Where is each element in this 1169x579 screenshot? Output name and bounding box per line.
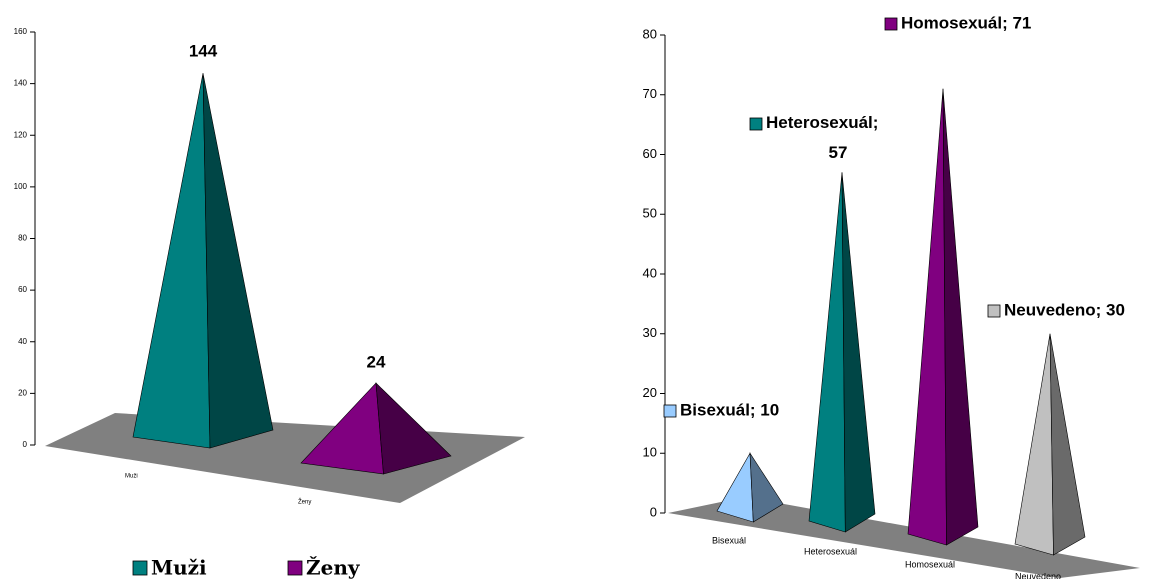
data-label: 144 — [189, 41, 218, 60]
y-tick-label: 0 — [650, 504, 657, 519]
floor — [668, 497, 1140, 578]
legend-key — [132, 560, 148, 576]
y-tick-label: 20 — [643, 385, 657, 400]
y-tick-label: 30 — [643, 325, 657, 340]
pyramid — [300, 382, 452, 475]
pyramid-side — [841, 172, 876, 533]
pyramid-front — [132, 73, 211, 449]
y-tick-label: 160 — [14, 27, 28, 36]
pyramid-front — [716, 452, 754, 523]
pyramid-front — [1014, 333, 1054, 556]
pyramid-side — [1049, 333, 1086, 556]
legend-label: Muži — [151, 556, 207, 579]
data-label-line: Heterosexuál; — [766, 113, 878, 132]
y-tick-label: 70 — [643, 86, 657, 101]
y-tick-label: 20 — [18, 388, 27, 397]
legend-label: Ženy — [306, 556, 361, 579]
data-label: Heterosexuál; 57 — [766, 113, 878, 162]
label-key — [987, 304, 1001, 318]
y-tick-label: 80 — [18, 234, 27, 243]
y-tick-label: 60 — [18, 285, 27, 294]
pyramid-front — [907, 88, 947, 546]
data-label: 24 — [367, 352, 386, 371]
category-label: Heterosexuál — [804, 546, 857, 556]
y-tick-label: 40 — [18, 337, 27, 346]
pyramid — [907, 88, 979, 546]
data-label: Bisexuál; 10 — [680, 400, 779, 419]
pyramid-side — [749, 452, 784, 523]
label-key — [663, 404, 677, 418]
y-tick-label: 40 — [643, 265, 657, 280]
category-label: Ženy — [298, 498, 311, 506]
pyramid-side — [942, 88, 979, 546]
category-label: Homosexuál — [905, 559, 955, 569]
pyramid — [808, 172, 876, 533]
category-label: Neuvedeno — [1015, 571, 1061, 579]
pyramid-side — [202, 73, 274, 449]
pyramid — [716, 452, 784, 523]
pyramid — [132, 73, 274, 449]
pyramid-front — [808, 172, 846, 533]
category-label: Muži — [125, 474, 138, 480]
label-key — [749, 117, 763, 131]
y-tick-label: 60 — [643, 146, 657, 161]
category-label: Bisexuál — [712, 535, 746, 545]
data-label-line: 57 — [829, 143, 848, 162]
y-tick-label: 120 — [14, 130, 28, 139]
y-tick-label: 0 — [23, 440, 28, 449]
label-key — [884, 17, 898, 31]
y-tick-label: 80 — [643, 26, 657, 41]
y-tick-label: 10 — [643, 445, 657, 460]
y-tick-label: 100 — [14, 182, 28, 191]
data-label: Homosexuál; 71 — [901, 13, 1031, 32]
y-tick-label: 140 — [14, 79, 28, 88]
pyramid-side — [375, 382, 452, 475]
floor — [45, 413, 525, 503]
legend-key — [287, 560, 303, 576]
data-label: Neuvedeno; 30 — [1004, 300, 1125, 319]
y-tick-label: 50 — [643, 206, 657, 221]
pyramid — [1014, 333, 1086, 556]
